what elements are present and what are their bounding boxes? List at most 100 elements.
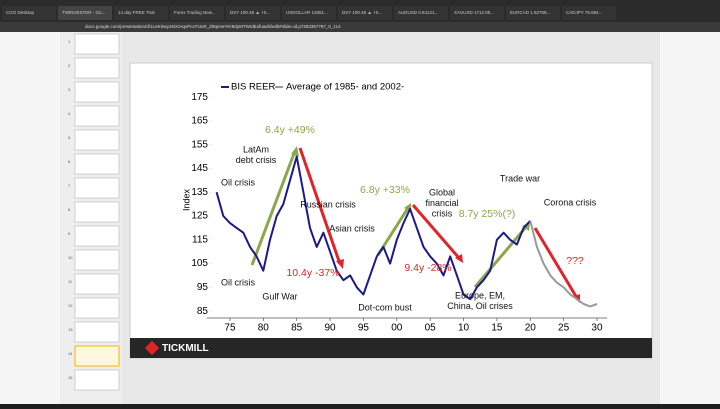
x-tick-label: 80 xyxy=(258,323,270,334)
x-tick-label: 25 xyxy=(558,323,570,334)
thumbnail[interactable] xyxy=(74,273,120,295)
arrow xyxy=(298,147,342,265)
x-tick-label: 15 xyxy=(491,323,503,334)
slide xyxy=(129,62,653,359)
annotation: Trade war xyxy=(500,173,540,183)
tab[interactable] xyxy=(58,6,112,20)
tab[interactable] xyxy=(170,6,224,20)
thumbnail[interactable] xyxy=(74,177,120,199)
y-tick-label: 115 xyxy=(192,234,208,245)
series-line xyxy=(215,155,532,301)
x-tick-label: 10 xyxy=(458,323,470,334)
series-line xyxy=(529,220,598,308)
arrow xyxy=(411,204,461,259)
thumbnail[interactable] xyxy=(74,201,120,223)
thumbnail-number: 9 xyxy=(68,231,71,236)
annotation: LatAm xyxy=(243,144,269,154)
thumbnail[interactable] xyxy=(74,321,120,343)
thumbnail[interactable] xyxy=(74,369,120,391)
y-tick-label: 145 xyxy=(191,163,208,174)
annotation: 6.4y +49% xyxy=(265,124,315,136)
thumbnail[interactable] xyxy=(74,345,120,367)
tab[interactable] xyxy=(226,6,280,20)
arrow xyxy=(250,150,297,266)
annotation: financial xyxy=(425,198,458,208)
arrow xyxy=(533,227,579,299)
thumbnail-number: 8 xyxy=(68,207,71,212)
thumbnail[interactable] xyxy=(74,81,120,103)
tab-title[interactable]: XAUUSD 1712.95... xyxy=(454,10,494,15)
thumbnail-number: 7 xyxy=(68,183,71,188)
thumbnail[interactable] xyxy=(74,249,120,271)
tab[interactable] xyxy=(282,6,336,20)
url[interactable]: docs.google.com/presentation/d/1LeKSwyJ9… xyxy=(85,24,341,29)
y-tick-label: 95 xyxy=(197,282,209,293)
y-tick-label: 165 xyxy=(191,116,208,127)
thumbnail[interactable] xyxy=(74,153,120,175)
x-tick-label: 05 xyxy=(425,323,437,334)
y-tick-label: 135 xyxy=(191,187,208,198)
x-tick-label: 30 xyxy=(591,323,603,334)
thumbnail-number: 15 xyxy=(68,375,73,380)
thumbnail[interactable] xyxy=(74,129,120,151)
tab[interactable] xyxy=(114,6,168,20)
tab-title[interactable]: DXY 100.45 ▲ +0... xyxy=(230,10,270,15)
arrow-head xyxy=(336,259,344,269)
logo-icon xyxy=(144,340,160,356)
y-axis-label: Index xyxy=(181,188,191,211)
tab-title[interactable]: EURCAD 1.52769... xyxy=(510,10,550,15)
y-tick-label: 125 xyxy=(191,211,208,222)
tab[interactable] xyxy=(338,6,392,20)
annotation: debt crisis xyxy=(236,155,277,165)
thumbnail-number: 10 xyxy=(68,255,73,260)
x-tick-label: 75 xyxy=(224,323,236,334)
thumbnail[interactable] xyxy=(74,57,120,79)
y-tick-label: 85 xyxy=(197,306,209,317)
annotation: Gulf War xyxy=(262,291,297,301)
legend-label: Average of 1985- and 2002- xyxy=(286,82,404,93)
x-tick-label: 85 xyxy=(291,323,303,334)
tab[interactable] xyxy=(562,6,616,20)
tab-title[interactable]: USDOLLAR 12661... xyxy=(286,10,328,15)
annotation: 6.8y +33% xyxy=(360,184,410,196)
annotation: Dot-com bust xyxy=(358,302,412,312)
tab[interactable] xyxy=(506,6,560,20)
annotation: 9.4y -28% xyxy=(404,262,451,274)
thumbnail[interactable] xyxy=(74,225,120,247)
tab-title[interactable]: CADJPY 75.684... xyxy=(566,10,602,15)
thumbnail[interactable] xyxy=(74,105,120,127)
tab[interactable] xyxy=(450,6,504,20)
tab-title[interactable]: Forex Trading New... xyxy=(174,10,216,15)
tab-title[interactable]: AUDUSD 0.64121... xyxy=(398,10,438,15)
thumbnail-number: 5 xyxy=(68,135,71,140)
annotation: Europe, EM, xyxy=(455,290,505,300)
thumbnail[interactable] xyxy=(74,297,120,319)
annotation: 10.4y -37% xyxy=(286,267,339,279)
tab-title[interactable]: DXY 100.45 ▲ +0... xyxy=(342,10,382,15)
y-tick-label: 155 xyxy=(191,139,208,150)
annotation: 8.7y 25%(?) xyxy=(459,208,516,220)
x-tick-label: 00 xyxy=(391,323,403,334)
tab-title[interactable]: 14 day FREE Trial xyxy=(118,10,155,15)
annotation: Oil crisis xyxy=(221,177,255,187)
thumbnail-number: 6 xyxy=(68,159,71,164)
thumbnail-number: 13 xyxy=(68,327,73,332)
thumbnail-number: 1 xyxy=(68,39,71,44)
x-tick-label: 90 xyxy=(324,323,336,334)
annotation: Asian crisis xyxy=(329,223,375,233)
tab[interactable] xyxy=(394,6,448,20)
annotation: China, Oil crises xyxy=(447,301,513,311)
arrow xyxy=(473,226,528,288)
tab-title[interactable]: CGO Desktop xyxy=(6,10,35,15)
tab-title[interactable]: TWINVESTER - Go... xyxy=(62,10,105,15)
arrow-head xyxy=(455,254,463,263)
tab[interactable] xyxy=(2,6,56,20)
thumbnail-number: 3 xyxy=(68,87,71,92)
thumbnail-number: 11 xyxy=(68,279,73,284)
x-tick-label: 20 xyxy=(525,323,537,334)
thumbnail-number: 2 xyxy=(68,63,71,68)
thumbnail[interactable] xyxy=(74,33,120,55)
arrow-head xyxy=(291,146,299,157)
